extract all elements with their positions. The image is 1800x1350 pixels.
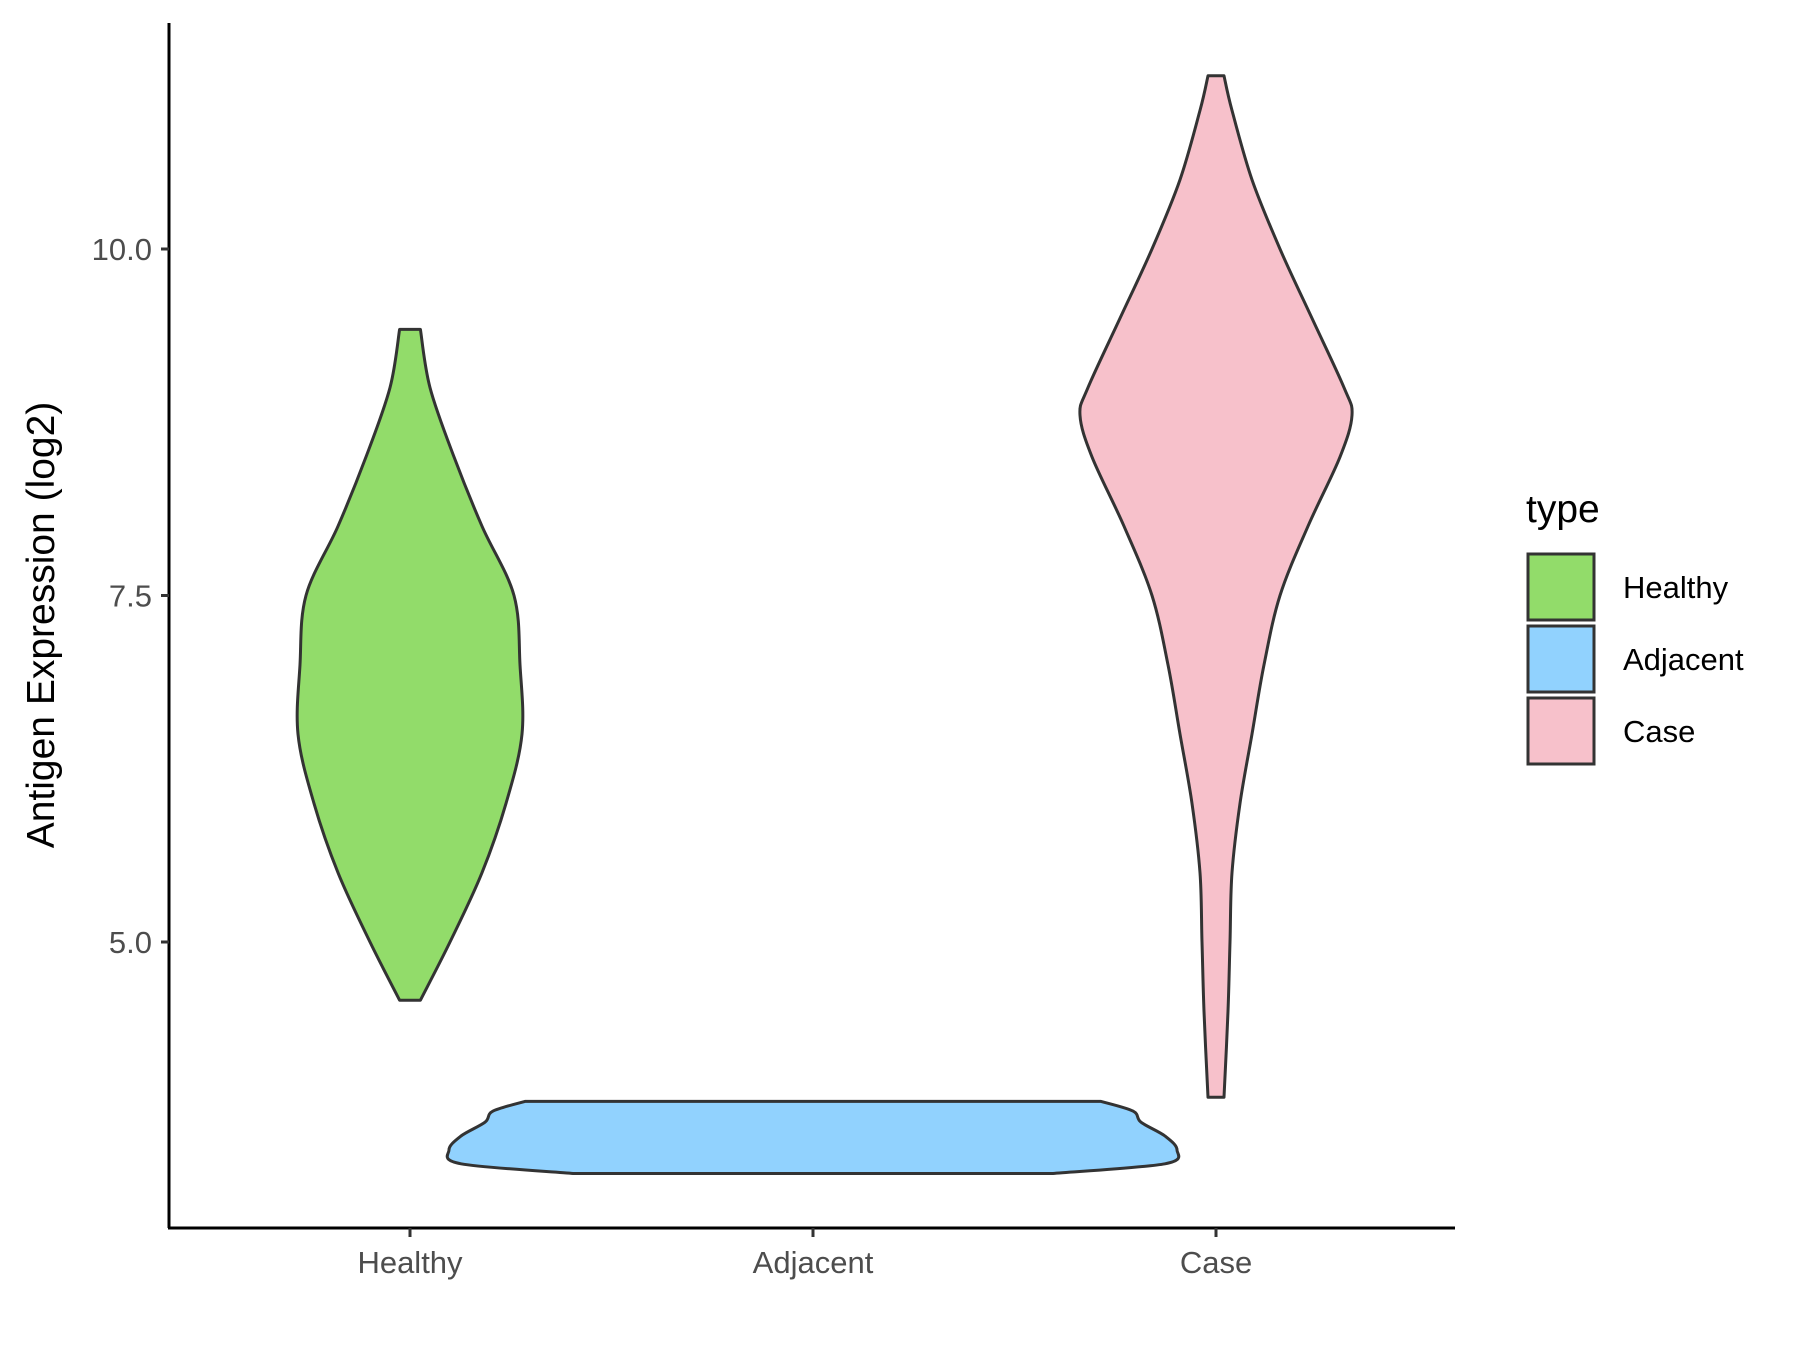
legend-key-case bbox=[1526, 696, 1596, 766]
violin-adjacent bbox=[445, 1099, 1181, 1175]
y-tick-label: 10.0 bbox=[92, 232, 152, 267]
x-tick-label-healthy: Healthy bbox=[357, 1245, 463, 1280]
x-tick-label-adjacent: Adjacent bbox=[753, 1245, 874, 1280]
legend-key-healthy bbox=[1526, 552, 1596, 622]
axes: 5.0 7.5 10.0 Healthy Adjacent Case Antigen E… bbox=[20, 23, 1455, 1280]
legend-label-case: Case bbox=[1623, 714, 1695, 749]
y-tick-label: 7.5 bbox=[109, 579, 152, 614]
violin-layer bbox=[295, 74, 1354, 1175]
y-axis-title: Antigen Expression (log2) bbox=[20, 402, 63, 849]
legend-title: type bbox=[1526, 488, 1600, 531]
violin-case bbox=[1078, 74, 1354, 1099]
y-ticks: 5.0 7.5 10.0 bbox=[92, 232, 169, 960]
legend-entries: Healthy Adjacent Case bbox=[1526, 552, 1744, 766]
x-tick-label-case: Case bbox=[1180, 1245, 1252, 1280]
violin-healthy bbox=[295, 327, 525, 1002]
x-ticks: Healthy Adjacent Case bbox=[357, 1228, 1252, 1280]
legend-label-adjacent: Adjacent bbox=[1623, 642, 1744, 677]
legend-key-adjacent bbox=[1526, 624, 1596, 694]
legend-label-healthy: Healthy bbox=[1623, 570, 1729, 605]
y-tick-label: 5.0 bbox=[109, 925, 152, 960]
legend: type Healthy Adjacent Case bbox=[1526, 488, 1744, 766]
